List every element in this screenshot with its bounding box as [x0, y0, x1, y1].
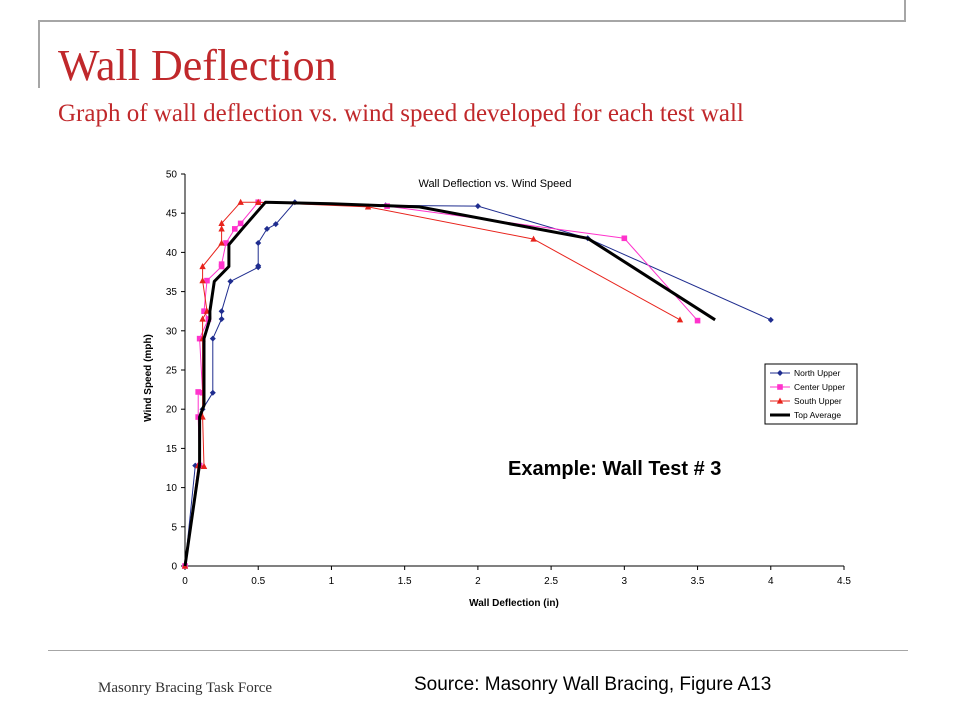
data-point: [218, 316, 225, 323]
x-tick-label: 0.5: [251, 576, 265, 587]
chart-title: Wall Deflection vs. Wind Speed: [418, 178, 571, 190]
y-tick-label: 5: [171, 522, 177, 533]
x-tick-label: 3.5: [691, 576, 705, 587]
data-point: [694, 317, 701, 324]
data-point: [209, 389, 216, 396]
x-tick-label: 4.5: [837, 576, 851, 587]
data-point: [621, 235, 628, 242]
data-point: [201, 308, 207, 314]
footer-divider: [48, 650, 908, 651]
data-point: [218, 239, 225, 246]
source-citation: Source: Masonry Wall Bracing, Figure A13: [414, 674, 772, 695]
series-top-average: [183, 200, 716, 567]
x-tick-label: 4: [768, 576, 774, 587]
legend: North Upper Center Upper South Upper Top Av…: [764, 363, 858, 425]
legend-label: Top Average: [794, 410, 841, 420]
data-point: [204, 277, 210, 284]
legend-label: South Upper: [794, 396, 842, 406]
data-point: [196, 335, 203, 342]
y-tick-label: 50: [166, 170, 178, 181]
data-point: [199, 315, 206, 322]
x-tick-label: 1: [329, 576, 335, 587]
y-tick-label: 15: [166, 444, 178, 455]
axes: 0 0.5 1 1.5 2 2.5 3 3.5 4 4.5 0 5 10 15 20 25 30 35 40 45 50: [166, 170, 852, 588]
x-tick-label: 2.5: [544, 576, 558, 587]
x-axis-label: Wall Deflection (in): [469, 598, 559, 609]
legend-label: North Upper: [794, 368, 840, 378]
series-line: [184, 201, 681, 567]
data-point: [231, 226, 238, 232]
series-south-upper: [181, 198, 684, 569]
legend-marker: [776, 397, 784, 404]
data-point: [223, 240, 229, 246]
frame-line-top: [38, 20, 906, 22]
y-axis-label: Wind Speed (mph): [143, 334, 154, 422]
data-point: [209, 335, 216, 342]
data-point: [199, 263, 206, 270]
frame-line-right: [904, 0, 906, 22]
y-tick-label: 40: [166, 248, 178, 259]
data-point: [218, 219, 225, 226]
slide-title: Wall Deflection: [58, 41, 337, 90]
slide-subtitle: Graph of wall deflection vs. wind speed …: [58, 100, 744, 127]
data-point: [255, 262, 262, 269]
data-point: [195, 389, 201, 395]
data-point: [218, 261, 225, 267]
footer-organization: Masonry Bracing Task Force: [98, 680, 273, 696]
series-layer: [181, 198, 774, 569]
y-tick-label: 0: [171, 562, 177, 573]
series-north-upper: [182, 199, 774, 569]
data-point: [264, 225, 271, 232]
data-point: [218, 225, 225, 232]
example-label: Example: Wall Test # 3: [508, 458, 722, 480]
legend-marker: [777, 384, 783, 390]
series-center-upper: [182, 199, 701, 569]
y-tick-label: 20: [166, 405, 178, 416]
x-tick-label: 1.5: [398, 576, 412, 587]
y-tick-label: 25: [166, 366, 178, 377]
data-point: [530, 235, 537, 242]
data-point: [218, 308, 225, 315]
x-tick-label: 3: [622, 576, 628, 587]
series-line: [183, 200, 716, 567]
data-point: [199, 277, 206, 284]
data-point: [255, 239, 262, 246]
legend-marker: [777, 370, 783, 376]
data-point: [676, 316, 684, 323]
y-tick-label: 45: [166, 209, 178, 220]
data-point: [255, 198, 262, 205]
data-point: [227, 278, 234, 285]
y-tick-label: 10: [166, 483, 178, 494]
data-point: [767, 316, 774, 323]
data-point: [474, 203, 481, 210]
data-point: [272, 221, 279, 228]
data-point: [237, 220, 244, 227]
series-line: [184, 201, 772, 567]
data-point: [237, 198, 244, 205]
x-tick-label: 0: [182, 576, 188, 587]
x-tick-label: 2: [475, 576, 481, 587]
series-line: [184, 201, 698, 567]
data-point: [200, 462, 208, 470]
y-tick-label: 35: [166, 287, 178, 298]
y-tick-label: 30: [166, 326, 178, 337]
legend-label: Center Upper: [794, 382, 845, 392]
frame-line-left: [38, 20, 40, 88]
